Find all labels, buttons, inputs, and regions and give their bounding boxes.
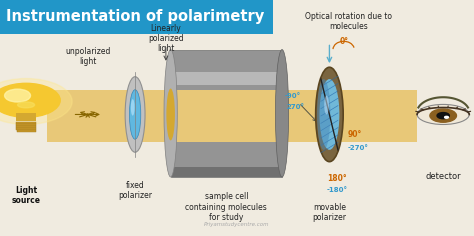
Text: Optical rotation due to
molecules: Optical rotation due to molecules bbox=[305, 12, 392, 31]
Text: Instrumentation of polarimetry: Instrumentation of polarimetry bbox=[6, 9, 264, 25]
Text: -270°: -270° bbox=[347, 144, 368, 151]
Text: -90°: -90° bbox=[284, 93, 301, 99]
Circle shape bbox=[0, 79, 72, 124]
Text: Linearly
polarized
light: Linearly polarized light bbox=[148, 24, 184, 53]
FancyBboxPatch shape bbox=[47, 90, 417, 142]
Ellipse shape bbox=[129, 90, 141, 139]
Ellipse shape bbox=[131, 99, 135, 116]
Circle shape bbox=[0, 83, 60, 117]
Circle shape bbox=[5, 89, 30, 102]
Text: movable
polarizer: movable polarizer bbox=[312, 203, 346, 222]
Circle shape bbox=[445, 116, 448, 118]
Text: fixed
polarizer: fixed polarizer bbox=[118, 181, 152, 200]
Ellipse shape bbox=[317, 79, 330, 150]
Text: 180°: 180° bbox=[327, 174, 346, 183]
Ellipse shape bbox=[324, 96, 329, 114]
Ellipse shape bbox=[164, 50, 177, 177]
FancyBboxPatch shape bbox=[171, 72, 282, 85]
Text: sample cell
containing molecules
for study: sample cell containing molecules for stu… bbox=[185, 192, 267, 222]
Text: Priyamstudycentre.com: Priyamstudycentre.com bbox=[204, 222, 270, 227]
Text: 0°: 0° bbox=[340, 37, 349, 46]
FancyBboxPatch shape bbox=[17, 130, 36, 132]
FancyBboxPatch shape bbox=[16, 124, 36, 126]
Ellipse shape bbox=[316, 67, 343, 162]
Text: 270°: 270° bbox=[287, 104, 305, 110]
FancyBboxPatch shape bbox=[16, 126, 36, 128]
Ellipse shape bbox=[275, 50, 289, 177]
Ellipse shape bbox=[319, 79, 339, 150]
FancyBboxPatch shape bbox=[171, 167, 282, 177]
Ellipse shape bbox=[166, 88, 175, 140]
Circle shape bbox=[430, 109, 456, 122]
Ellipse shape bbox=[18, 102, 35, 108]
FancyBboxPatch shape bbox=[16, 128, 36, 130]
Circle shape bbox=[437, 113, 449, 119]
FancyBboxPatch shape bbox=[16, 122, 36, 124]
FancyBboxPatch shape bbox=[171, 50, 282, 177]
Text: Light
source: Light source bbox=[11, 186, 41, 205]
Ellipse shape bbox=[417, 104, 469, 125]
Text: -180°: -180° bbox=[327, 187, 348, 193]
Text: unpolarized
light: unpolarized light bbox=[65, 47, 110, 66]
Ellipse shape bbox=[125, 77, 145, 152]
FancyBboxPatch shape bbox=[0, 0, 273, 34]
FancyBboxPatch shape bbox=[171, 90, 282, 142]
FancyBboxPatch shape bbox=[16, 113, 36, 121]
Text: detector: detector bbox=[425, 172, 461, 181]
Text: 90°: 90° bbox=[347, 130, 362, 139]
